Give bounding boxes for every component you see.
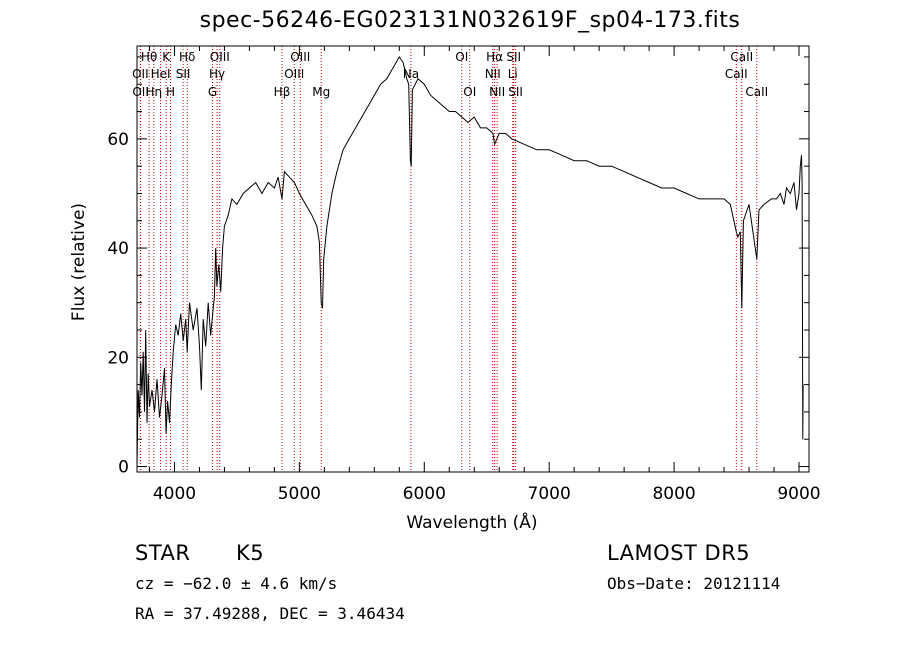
line-marker-label: OI — [463, 85, 476, 99]
class-label: STAR — [135, 541, 191, 565]
y-tick-label: 20 — [107, 348, 129, 368]
line-marker-label: Na — [403, 67, 419, 81]
x-tick-label: 6000 — [403, 484, 446, 504]
x-tick-label: 5000 — [278, 484, 321, 504]
line-marker-label: CaII — [745, 85, 768, 99]
line-marker-label: NII — [489, 85, 505, 99]
line-marker-label: HeI — [151, 67, 171, 81]
x-tick-label: 7000 — [528, 484, 571, 504]
subclass-label: K5 — [236, 541, 265, 565]
y-tick-label: 60 — [107, 130, 129, 150]
line-marker-label: OII — [132, 85, 149, 99]
line-marker-label: Hδ — [179, 50, 195, 64]
line-marker-label: K — [162, 50, 171, 64]
line-marker-label: G — [208, 85, 217, 99]
obs-date: Obs−Date: 20121114 — [607, 574, 781, 593]
line-marker-label: Hα — [486, 50, 503, 64]
line-marker-label: OII — [132, 67, 149, 81]
y-axis: 0 20 40 60 — [107, 56, 809, 478]
line-marker-label: OIII — [290, 50, 310, 64]
x-tick-label: 4000 — [153, 484, 196, 504]
line-marker-label: Hη — [146, 85, 163, 99]
survey-label: LAMOST DR5 — [607, 541, 751, 565]
line-marker-label: OIII — [210, 50, 230, 64]
line-marker-label: CaII — [725, 67, 748, 81]
line-marker-label: NII — [485, 67, 501, 81]
line-marker-label: OI — [455, 50, 468, 64]
line-marker-label: Hβ — [274, 85, 291, 99]
chart-title: spec-56246-EG023131N032619F_sp04-173.fit… — [199, 8, 741, 33]
x-axis: 4000 5000 6000 7000 8000 9000 — [148, 46, 821, 504]
plot-frame — [136, 45, 810, 473]
y-tick-label: 0 — [118, 458, 129, 478]
line-marker-label: CaII — [730, 50, 753, 64]
line-marker-label: SII — [176, 67, 191, 81]
x-axis-label: Wavelength (Å) — [406, 511, 537, 533]
line-marker-label: SII — [508, 85, 523, 99]
y-tick-label: 40 — [107, 239, 129, 259]
line-marker-label: Li — [508, 67, 518, 81]
line-marker-label: Hθ — [141, 50, 157, 64]
y-axis-label: Flux (relative) — [69, 203, 89, 321]
redshift-readout: cz = −62.0 ± 4.6 km/s — [135, 574, 338, 593]
line-marker-label: SII — [506, 50, 521, 64]
line-marker-label: Hγ — [209, 67, 225, 81]
line-markers — [139, 46, 758, 472]
x-tick-label: 9000 — [777, 484, 820, 504]
line-marker-label: Mg — [312, 85, 330, 99]
line-marker-label: OIII — [284, 67, 304, 81]
coordinates: RA = 37.49288, DEC = 3.46434 — [135, 604, 405, 623]
spectrum-line — [136, 55, 804, 467]
line-marker-label: H — [166, 85, 175, 99]
x-tick-label: 8000 — [652, 484, 695, 504]
